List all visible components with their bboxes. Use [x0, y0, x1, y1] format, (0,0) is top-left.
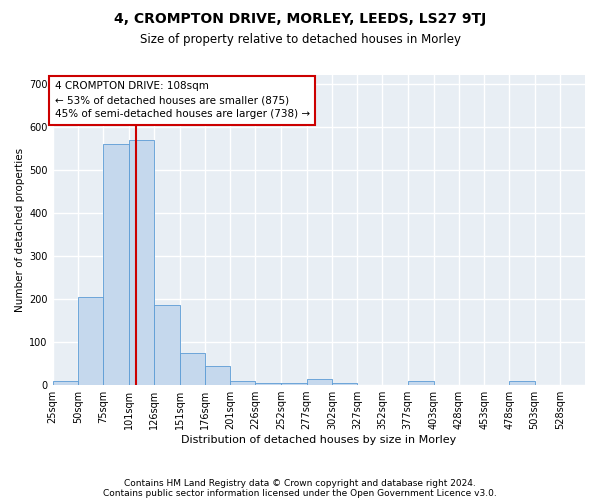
Bar [230, 381, 255, 385]
Bar [53, 381, 78, 385]
Text: 4 CROMPTON DRIVE: 108sqm
← 53% of detached houses are smaller (875)
45% of semi-: 4 CROMPTON DRIVE: 108sqm ← 53% of detach… [55, 82, 310, 120]
Text: Contains public sector information licensed under the Open Government Licence v3: Contains public sector information licen… [103, 488, 497, 498]
Bar [281, 383, 307, 385]
Bar [407, 381, 434, 385]
Bar [205, 366, 230, 385]
Bar [332, 383, 357, 385]
Bar [103, 144, 129, 385]
Bar [509, 381, 535, 385]
Text: 4, CROMPTON DRIVE, MORLEY, LEEDS, LS27 9TJ: 4, CROMPTON DRIVE, MORLEY, LEEDS, LS27 9… [114, 12, 486, 26]
Bar [129, 140, 154, 385]
Bar [78, 297, 103, 385]
Bar [179, 353, 205, 385]
X-axis label: Distribution of detached houses by size in Morley: Distribution of detached houses by size … [181, 435, 457, 445]
Text: Contains HM Land Registry data © Crown copyright and database right 2024.: Contains HM Land Registry data © Crown c… [124, 478, 476, 488]
Bar [255, 383, 281, 385]
Y-axis label: Number of detached properties: Number of detached properties [15, 148, 25, 312]
Bar [154, 306, 179, 385]
Bar [307, 378, 332, 385]
Text: Size of property relative to detached houses in Morley: Size of property relative to detached ho… [139, 32, 461, 46]
